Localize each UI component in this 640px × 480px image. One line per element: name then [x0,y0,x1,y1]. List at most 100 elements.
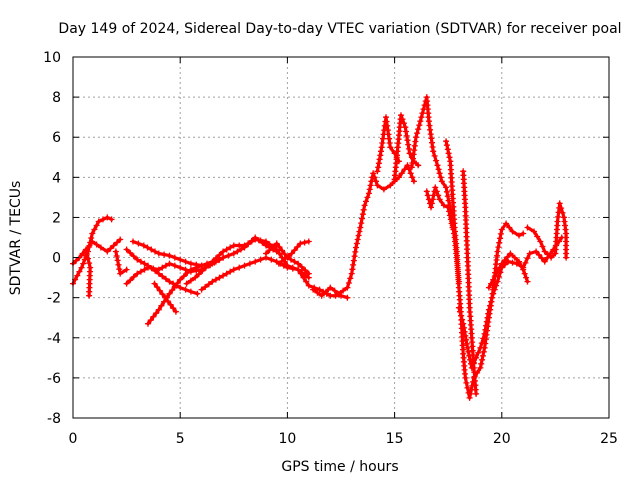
data-point [187,288,194,295]
data-point [212,276,219,283]
data-point [416,122,423,129]
y-axis-label: SDTVAR / TECUs [8,181,24,296]
data-point [462,374,469,381]
data-point [518,262,525,269]
data-point [198,286,205,293]
data-point [335,290,342,297]
data-point [134,270,141,277]
data-point [495,273,502,280]
data-point [148,246,155,253]
data-point [403,128,409,135]
data-point [263,242,269,249]
data-point [159,273,166,280]
data-point [520,266,527,273]
data-point [373,178,379,185]
data-point [130,253,137,260]
data-point [93,241,100,248]
data-point [505,258,512,265]
data-point [303,278,310,285]
data-point [352,248,359,255]
data-point [187,260,194,267]
grid [73,57,609,418]
data-point [433,188,440,195]
data-point [259,239,266,246]
data-point [194,290,201,297]
data-point [477,364,484,371]
series-prn-r [423,184,456,231]
data-point [85,255,91,262]
data-point [428,204,434,211]
y-tick-label: -8 [47,411,61,427]
x-tick-label: 15 [386,431,404,447]
data-area [70,94,570,401]
data-point [73,257,80,264]
data-point [198,262,205,269]
data-point [123,246,130,253]
x-tick-label: 10 [278,431,296,447]
data-point [280,262,287,269]
data-point [492,272,499,279]
data-point [174,280,181,287]
data-point [305,282,312,289]
data-point [507,250,514,257]
data-point [155,306,162,313]
data-point [548,254,555,261]
data-point [180,273,187,280]
data-point [145,320,151,327]
data-point [464,384,471,391]
data-point [364,194,371,201]
data-point [114,257,121,264]
data-point [93,222,100,229]
data-point [227,244,234,251]
data-point [171,283,178,290]
data-point [172,308,179,315]
data-point [177,256,184,263]
data-point [91,226,98,233]
data-point [152,248,158,255]
data-point [150,313,157,320]
data-point [484,314,491,321]
data-point [468,364,475,371]
data-point [538,255,545,262]
data-point [167,301,174,308]
data-point [104,248,111,255]
y-tick-label: -6 [47,371,61,387]
data-point [305,238,312,245]
data-point [463,336,470,343]
axis-ticks: 0 5 10 15 20 25 -8 -6 -4 -2 0 2 4 6 8 10 [43,50,618,447]
data-point [445,197,452,204]
data-point [395,174,402,181]
data-point [534,233,541,240]
data-point [135,240,142,247]
y-tick-label: -4 [47,331,61,347]
data-point [405,141,412,148]
data-point [494,248,501,255]
data-point [123,266,130,273]
data-point [478,340,485,347]
data-point [443,184,450,191]
data-point [435,166,442,173]
data-point [378,148,384,155]
data-point [556,200,563,207]
data-point [83,246,90,253]
data-point [430,148,437,155]
data-point [363,198,369,205]
data-point [276,244,283,250]
series-prn-k [198,254,351,301]
data-point [402,124,409,131]
data-point [361,202,368,209]
data-point [465,348,472,355]
plot-frame [72,56,610,419]
data-point [479,356,486,363]
data-point [521,270,528,277]
data-point [273,248,280,255]
data-point [494,268,501,275]
data-point [192,274,199,281]
data-point [464,344,471,351]
data-point [279,258,285,265]
data-point [457,308,463,315]
data-point [104,214,111,221]
data-point [177,264,184,271]
data-point [237,246,244,253]
data-point [327,284,334,291]
